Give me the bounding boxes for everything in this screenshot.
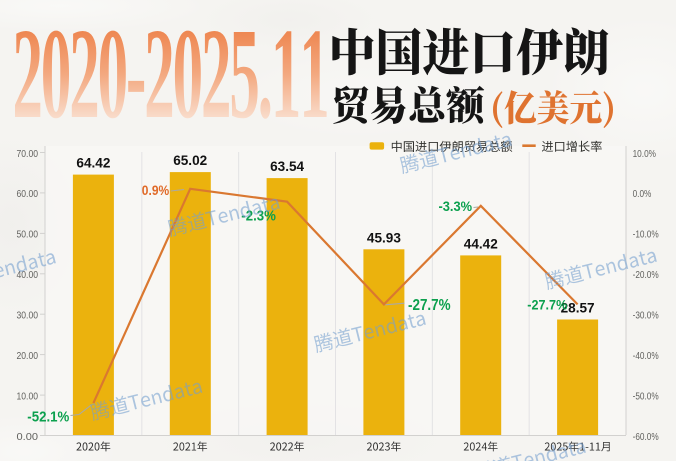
svg-text:45.93: 45.93 <box>367 229 401 245</box>
svg-text:-60.0%: -60.0% <box>633 432 659 443</box>
svg-text:-52.1%: -52.1% <box>27 408 69 425</box>
svg-text:-3.3%: -3.3% <box>439 198 473 214</box>
svg-text:-30.0%: -30.0% <box>633 311 659 322</box>
svg-text:28.57: 28.57 <box>561 300 595 316</box>
svg-text:50.00: 50.00 <box>17 230 39 241</box>
svg-text:0.9%: 0.9% <box>142 182 170 198</box>
svg-text:0.0%: 0.0% <box>633 189 652 200</box>
svg-text:-27.7%: -27.7% <box>408 297 451 314</box>
svg-text:20.00: 20.00 <box>17 351 39 362</box>
svg-text:10.00: 10.00 <box>17 391 39 402</box>
svg-text:63.54: 63.54 <box>270 158 304 174</box>
svg-text:70.00: 70.00 <box>17 149 39 160</box>
svg-text:40.00: 40.00 <box>17 270 39 281</box>
svg-text:-20.0%: -20.0% <box>633 270 659 281</box>
svg-text:44.42: 44.42 <box>464 235 498 251</box>
svg-text:30.00: 30.00 <box>17 311 39 322</box>
svg-text:-50.0%: -50.0% <box>633 391 659 402</box>
svg-text:65.02: 65.02 <box>173 152 207 168</box>
svg-text:60.00: 60.00 <box>17 189 39 200</box>
svg-text:0.00: 0.00 <box>17 432 39 443</box>
svg-text:-40.0%: -40.0% <box>633 351 659 362</box>
svg-text:10.0%: 10.0% <box>633 149 656 160</box>
svg-text:-27.7%: -27.7% <box>527 298 567 313</box>
svg-text:64.42: 64.42 <box>76 155 110 171</box>
svg-text:-10.0%: -10.0% <box>633 230 659 241</box>
